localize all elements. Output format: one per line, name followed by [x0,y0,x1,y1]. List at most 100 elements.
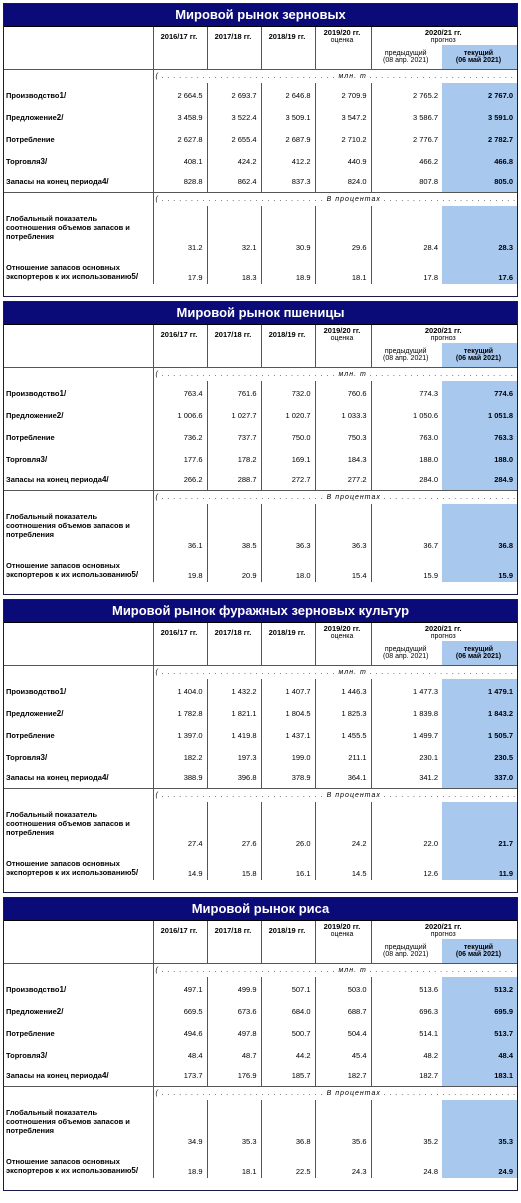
value-cell: 497.1 [152,977,207,1001]
value-cell: 750.0 [260,426,315,449]
value-cell: 18.1 [206,1154,261,1178]
year-header: 2018/19 гг. [260,921,315,939]
value-cell: 1 446.3 [314,679,371,703]
year-header: 2016/17 гг. [152,325,207,343]
value-cell: 1 404.0 [152,679,207,703]
value-cell: 763.3 [442,426,517,449]
value-cell: 11.9 [442,856,517,880]
value-cell: 669.5 [152,1001,207,1022]
value-cell: 176.9 [206,1066,261,1086]
value-cell: 807.8 [370,172,442,192]
value-cell: 1 477.3 [370,679,442,703]
value-cell: 466.8 [442,151,517,172]
value-cell: 750.3 [314,426,371,449]
row-label: Отношение запасов основных экспортеров к… [6,263,139,281]
year-header: 2019/20 гг. оценка [314,623,371,641]
value-cell: 494.6 [152,1022,207,1045]
footnote-marker: 5/ [131,570,139,579]
row-label: Торговля3/ [6,455,48,464]
value-cell: 22.0 [370,802,442,856]
row-label: Глобальный показатель соотношения объемо… [6,512,130,539]
unit-label: ( . . . . . . . . . . . . . . . . . . . … [152,489,517,504]
value-cell: 17.8 [370,260,442,284]
section-title: Мировой рынок риса [4,898,517,921]
value-cell: 177.6 [152,449,207,470]
row-label: Глобальный показатель соотношения объемо… [6,214,130,241]
year-header: 2018/19 гг. [260,325,315,343]
supply-row: Предложение2/1 006.6 1 027.7 1 020.7 1 033.… [4,405,517,426]
value-cell: 1 437.1 [260,724,315,747]
value-cell: 513.7 [442,1022,517,1045]
row-label: Потребление [6,731,55,740]
row-label: Запасы на конец периода4/ [6,177,109,187]
value-cell: 36.3 [314,504,371,558]
value-cell: 673.6 [206,1001,261,1022]
footnote-marker: 1/ [59,388,67,398]
current-forecast-header: текущий (06 май 2021) [442,45,517,69]
value-cell: 277.2 [314,470,371,490]
value-cell: 288.7 [206,470,261,490]
value-cell: 182.7 [314,1066,371,1086]
value-cell: 16.1 [260,856,315,880]
value-cell: 36.8 [442,504,517,558]
row-label: Потребление [6,1029,55,1038]
value-cell: 188.0 [442,449,517,470]
value-cell: 15.8 [206,856,261,880]
year-header: 2016/17 гг. [152,27,207,45]
row-label: Торговля3/ [6,753,48,762]
stocks-row: Запасы на конец периода4/388.9 396.8 378.9… [4,768,517,788]
consumption-row: Потребление 1 397.0 1 419.8 1 437.1 1 455.5 1… [4,724,517,747]
value-cell: 1 432.2 [206,679,261,703]
production-row: Производство1/763.4 761.6 732.0 760.6 774.3 7… [4,381,517,405]
row-label: Запасы на конец периода4/ [6,1071,109,1081]
stocks-row: Запасы на конец периода4/173.7 176.9 185.7… [4,1066,517,1086]
value-cell: 14.5 [314,856,371,880]
supply-row: Предложение2/3 458.9 3 522.4 3 509.1 3 547.… [4,107,517,128]
production-row: Производство1/2 664.5 2 693.7 2 646.8 2 709… [4,83,517,107]
row-label: Предложение2/ [6,1007,64,1016]
production-row: Производство1/1 404.0 1 432.2 1 407.7 1 446… [4,679,517,703]
supply-row: Предложение2/669.5 673.6 684.0 688.7 696.3 69… [4,1001,517,1022]
value-cell: 2 709.9 [314,83,371,107]
value-cell: 35.3 [206,1100,261,1154]
value-cell: 774.3 [370,381,442,405]
value-cell: 732.0 [260,381,315,405]
row-label: Торговля3/ [6,1051,48,1060]
value-cell: 3 586.7 [370,107,442,128]
value-cell: 1 006.6 [152,405,207,426]
value-cell: 824.0 [314,172,371,192]
value-cell: 2 767.0 [442,83,517,107]
value-cell: 2 627.8 [152,128,207,151]
value-cell: 337.0 [442,768,517,788]
stock-ratio-row: Глобальный показатель соотношения объемо… [4,1100,517,1154]
value-cell: 440.9 [314,151,371,172]
value-cell: 31.2 [152,206,207,260]
value-cell: 26.0 [260,802,315,856]
balance-table: 2016/17 гг. 2017/18 гг. 2018/19 гг. 2019/20… [4,623,517,880]
production-row: Производство1/497.1 499.9 507.1 503.0 513.6 5… [4,977,517,1001]
value-cell: 1 033.3 [314,405,371,426]
footnote-marker: 2/ [56,709,64,718]
row-label: Производство1/ [6,984,67,994]
balance-table: 2016/17 гг. 2017/18 гг. 2018/19 гг. 2019/20… [4,325,517,582]
footnote-marker: 2/ [56,113,64,122]
value-cell: 38.5 [206,504,261,558]
value-cell: 1 804.5 [260,703,315,724]
row-label: Запасы на конец периода4/ [6,773,109,783]
value-cell: 760.6 [314,381,371,405]
value-cell: 504.4 [314,1022,371,1045]
year-header: 2016/17 гг. [152,921,207,939]
value-cell: 30.9 [260,206,315,260]
value-cell: 695.9 [442,1001,517,1022]
value-cell: 183.1 [442,1066,517,1086]
value-cell: 21.7 [442,802,517,856]
value-cell: 1 397.0 [152,724,207,747]
row-label: Запасы на конец периода4/ [6,475,109,485]
value-cell: 763.0 [370,426,442,449]
value-cell: 396.8 [206,768,261,788]
value-cell: 18.1 [314,260,371,284]
value-cell: 17.6 [442,260,517,284]
value-cell: 24.9 [442,1154,517,1178]
unit-label: ( . . . . . . . . . . . . . . . . . . . … [152,366,517,381]
value-cell: 19.8 [152,558,207,582]
